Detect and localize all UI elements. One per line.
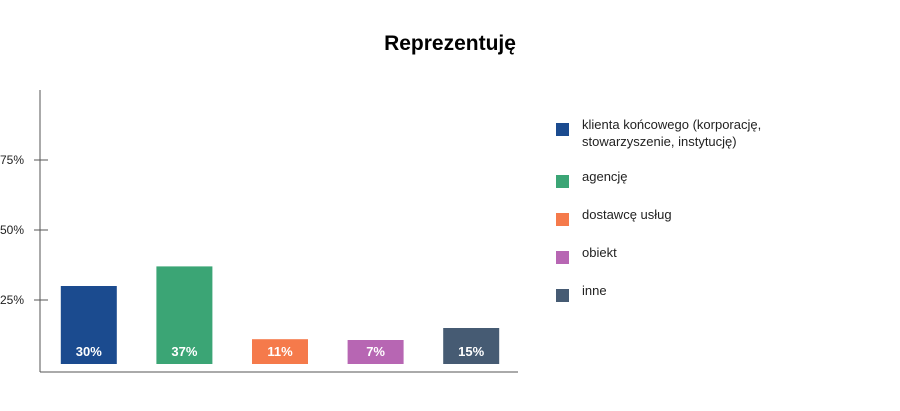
legend-swatch: [556, 123, 569, 136]
y-tick-label: 25%: [0, 293, 24, 307]
legend-label: inne: [582, 283, 607, 298]
bar-value-label: 15%: [458, 344, 484, 359]
legend-label: klienta końcowego (korporację, stowarzys…: [582, 117, 762, 149]
legend-item: agencję: [556, 168, 822, 188]
legend-item: inne: [556, 282, 822, 302]
legend-swatch: [556, 289, 569, 302]
bar-2: [156, 266, 213, 364]
bar-5: [443, 328, 500, 364]
legend-item: dostawcę usług: [556, 206, 822, 226]
legend-label: obiekt: [582, 245, 617, 260]
legend-swatch: [556, 175, 569, 188]
bar-value-label: 7%: [366, 344, 385, 359]
y-tick-label: 75%: [0, 153, 24, 167]
legend-swatch: [556, 251, 569, 264]
bar-value-label: 11%: [267, 344, 293, 359]
chart-title: Reprezentuję: [384, 32, 516, 55]
bar-3: [252, 339, 308, 364]
bar-1: [60, 286, 117, 364]
legend-swatch: [556, 213, 569, 226]
legend-label: agencję: [582, 169, 628, 184]
legend-item: klienta końcowego (korporację, stowarzys…: [556, 116, 822, 150]
legend-label: dostawcę usług: [582, 207, 672, 222]
y-tick-label: 50%: [0, 223, 24, 237]
bar-4: [347, 340, 404, 364]
legend-item: obiekt: [556, 244, 822, 264]
bar-value-label: 30%: [76, 344, 102, 359]
bar-value-label: 37%: [171, 344, 197, 359]
